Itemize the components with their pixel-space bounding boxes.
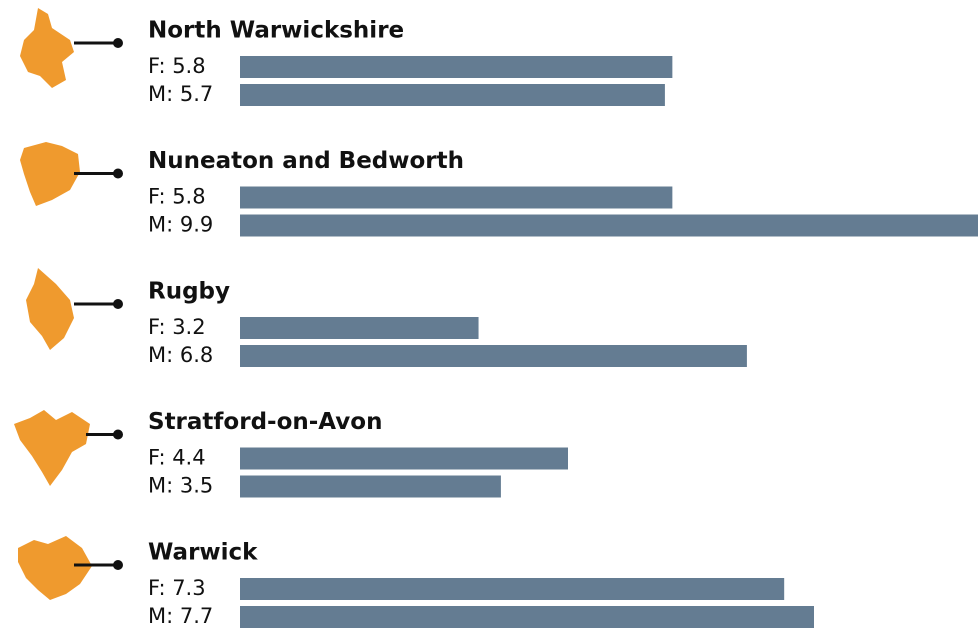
category-label: Rugby bbox=[148, 279, 230, 305]
category-label: Stratford-on-Avon bbox=[148, 409, 382, 435]
category-label: Nuneaton and Bedworth bbox=[148, 148, 464, 174]
connector-dot bbox=[113, 429, 123, 440]
value-label: F: 3.2 bbox=[148, 315, 206, 339]
value-label: F: 7.3 bbox=[148, 576, 206, 600]
district-map bbox=[20, 142, 80, 206]
category-label: North Warwickshire bbox=[148, 18, 404, 44]
bar bbox=[240, 345, 747, 367]
bar bbox=[240, 186, 673, 209]
connector-dot bbox=[113, 38, 123, 48]
value-label: F: 4.4 bbox=[148, 446, 206, 470]
district-map bbox=[26, 268, 74, 350]
bar bbox=[240, 317, 479, 339]
bar bbox=[240, 578, 785, 600]
category-label: Warwick bbox=[148, 540, 258, 566]
bar bbox=[240, 475, 501, 498]
connector-dot bbox=[113, 299, 123, 309]
bar bbox=[240, 447, 568, 470]
bar bbox=[240, 56, 673, 78]
connector-dot bbox=[113, 560, 123, 570]
value-label: F: 5.8 bbox=[148, 54, 206, 78]
bar bbox=[240, 606, 814, 628]
district-map bbox=[18, 536, 92, 600]
value-label: M: 5.7 bbox=[148, 82, 213, 106]
value-label: M: 9.9 bbox=[148, 213, 213, 237]
bar bbox=[240, 214, 978, 237]
value-label: M: 3.5 bbox=[148, 474, 213, 498]
district-map bbox=[14, 410, 90, 486]
value-label: M: 7.7 bbox=[148, 604, 213, 628]
connector-dot bbox=[113, 168, 123, 179]
district-map bbox=[20, 8, 74, 88]
value-label: M: 6.8 bbox=[148, 343, 213, 367]
bar bbox=[240, 84, 665, 106]
value-label: F: 5.8 bbox=[148, 185, 206, 209]
